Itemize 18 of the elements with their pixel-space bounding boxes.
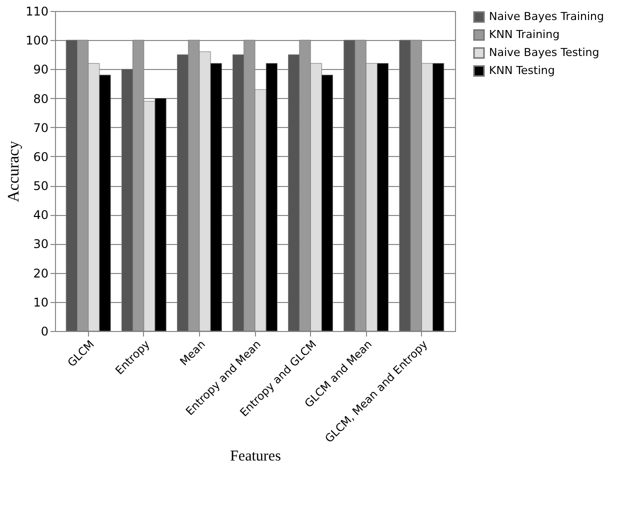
y-tick-label: 60 <box>33 150 48 164</box>
y-tick-label: 70 <box>33 120 48 135</box>
y-tick-label: 20 <box>33 266 48 280</box>
y-tick-label: 10 <box>33 295 48 310</box>
legend-label: Naive Bayes Testing <box>489 46 600 59</box>
legend-label: KNN Training <box>489 28 560 41</box>
y-tick-label: 80 <box>33 92 48 106</box>
legend-label: Naive Bayes Training <box>489 10 604 23</box>
y-tick-label: 90 <box>33 62 48 77</box>
y-tick-label: 50 <box>33 179 48 194</box>
x-axis-title: Features <box>230 448 282 465</box>
y-tick-label: 0 <box>40 324 48 338</box>
legend-label: KNN Testing <box>489 64 555 77</box>
y-tick-label: 110 <box>26 4 48 18</box>
y-tick-label: 40 <box>33 208 48 222</box>
y-axis-title: Accuracy <box>6 140 23 202</box>
y-tick-label: 30 <box>33 237 48 252</box>
y-tick-label: 100 <box>26 34 48 48</box>
